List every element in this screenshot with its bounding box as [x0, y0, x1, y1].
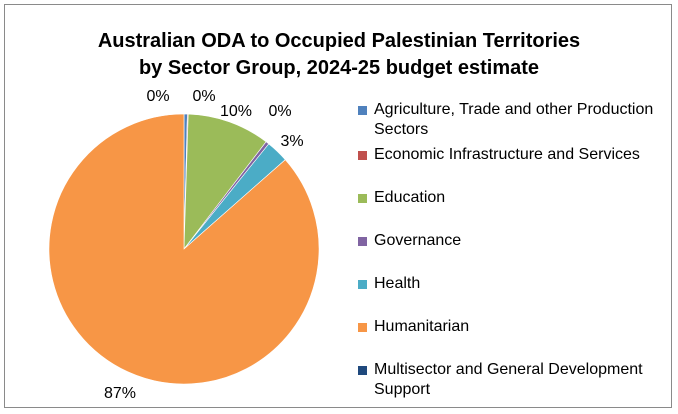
data-label-agriculture-trade-and-other-production-sectors: 0%	[146, 88, 169, 105]
legend-swatch-health	[358, 280, 367, 289]
pie-slice-education	[183, 113, 267, 250]
data-label-economic-infrastructure-and-services: 0%	[192, 88, 215, 105]
legend-label-humanitarian: Humanitarian	[374, 318, 470, 335]
data-label-humanitarian: 87%	[104, 385, 136, 402]
chart-title-line-2: by Sector Group, 2024-25 budget estimate	[138, 57, 540, 79]
legend-label-multisector: Multisector and General Development Supp…	[374, 361, 643, 398]
legend-label-governance: Governance	[374, 232, 462, 249]
chart-title-line-1: Australian ODA to Occupied Palestinian T…	[97, 30, 581, 52]
legend-swatch-humanitarian	[358, 323, 367, 332]
legend-label-agriculture: Agriculture, Trade and other Production …	[374, 101, 654, 138]
data-label-education: 10%	[220, 103, 252, 120]
legend-swatch-governance	[358, 237, 367, 246]
data-label-governance: 0%	[268, 103, 291, 120]
legend-label-health: Health	[374, 275, 421, 292]
legend-label-education: Education	[374, 189, 446, 206]
legend-swatch-education	[358, 194, 367, 203]
legend-swatch-multisector	[358, 366, 367, 375]
data-label-health: 3%	[280, 133, 303, 150]
chart-title: Australian ODA to Occupied Palestinian T…	[0, 28, 678, 82]
legend-swatch-economic-infrastructure	[358, 151, 367, 160]
legend-label-economic-infrastructure: Economic Infrastructure and Services	[374, 146, 640, 163]
legend-swatch-agriculture	[358, 106, 367, 115]
pie-slice-humanitarian	[48, 113, 320, 385]
